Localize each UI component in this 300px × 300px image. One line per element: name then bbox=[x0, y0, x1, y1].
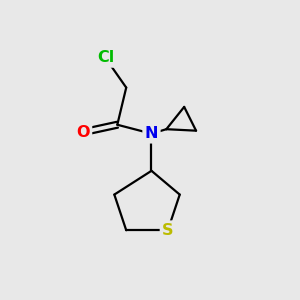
Text: S: S bbox=[162, 223, 174, 238]
Text: Cl: Cl bbox=[97, 50, 114, 65]
Text: N: N bbox=[145, 126, 158, 141]
Text: O: O bbox=[76, 125, 90, 140]
